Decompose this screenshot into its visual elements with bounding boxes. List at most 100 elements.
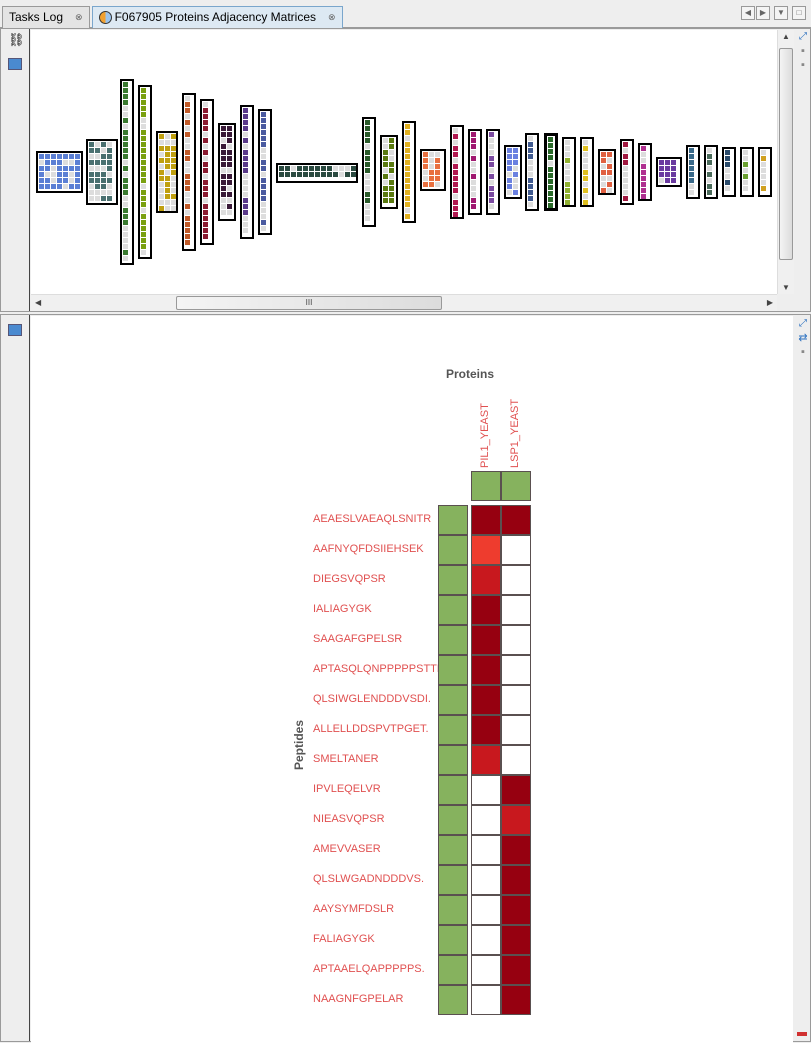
peptide-label[interactable]: ALLELLDDSPVTPGET. [313, 723, 429, 735]
horizontal-scroll-thumb[interactable]: III [176, 296, 442, 310]
matrix-cell[interactable] [501, 775, 531, 805]
matrix-thumbnail[interactable] [138, 85, 152, 259]
peptide-label[interactable]: DIEGSVQPSR [313, 573, 386, 585]
matrix-cell[interactable] [501, 565, 531, 595]
peptide-label[interactable]: AAFNYQFDSIIEHSEK [313, 543, 424, 555]
export-image-icon[interactable] [8, 324, 22, 336]
matrix-cell[interactable] [471, 595, 501, 625]
peptide-label[interactable]: IPVLEQELVR [313, 783, 381, 795]
peptide-label[interactable]: QLSLWGADNDDDVS. [313, 873, 425, 885]
matrix-cell[interactable] [501, 925, 531, 955]
matrix-cell[interactable] [501, 895, 531, 925]
matrix-cell[interactable] [501, 535, 531, 565]
matrix-thumbnail[interactable] [120, 79, 134, 265]
peptide-label[interactable]: APTASQLQNPPPPPSTTK [313, 663, 445, 675]
matrix-thumbnail[interactable] [656, 157, 682, 187]
peptide-header-cell[interactable] [438, 835, 468, 865]
peptide-label[interactable]: NIEASVQPSR [313, 813, 385, 825]
sync-icon[interactable]: ⇄ [798, 332, 808, 344]
overview-horizontal-scrollbar[interactable]: ◀ III ▶ [31, 294, 777, 311]
protein-header-cell[interactable] [501, 471, 531, 501]
matrix-thumbnail[interactable] [380, 135, 398, 209]
vertical-scroll-thumb[interactable] [779, 48, 793, 260]
peptide-label[interactable]: AEAESLVAEAQLSNITR [313, 513, 432, 525]
peptide-header-cell[interactable] [438, 805, 468, 835]
matrix-thumbnail[interactable] [450, 125, 464, 219]
matrix-thumbnail[interactable] [562, 137, 576, 207]
tab-list-dropdown-button[interactable]: ▼ [774, 6, 788, 20]
matrix-thumbnail[interactable] [36, 151, 83, 193]
matrix-cell[interactable] [501, 505, 531, 535]
protein-header-cell[interactable] [471, 471, 501, 501]
matrix-cell[interactable] [501, 655, 531, 685]
maximize-button[interactable]: □ [792, 6, 806, 20]
peptide-header-cell[interactable] [438, 865, 468, 895]
matrix-thumbnail[interactable] [182, 93, 196, 251]
peptide-header-cell[interactable] [438, 775, 468, 805]
matrix-cell[interactable] [471, 835, 501, 865]
matrix-cell[interactable] [471, 535, 501, 565]
matrix-cell[interactable] [501, 835, 531, 865]
matrix-cell[interactable] [501, 985, 531, 1015]
peptide-header-cell[interactable] [438, 925, 468, 955]
tab-tasks-log[interactable]: Tasks Log ⊗ [2, 6, 90, 28]
peptide-header-cell[interactable] [438, 625, 468, 655]
matrix-cell[interactable] [471, 865, 501, 895]
matrix-thumbnail[interactable] [486, 129, 500, 215]
matrix-thumbnail[interactable] [704, 145, 718, 199]
matrix-thumbnail[interactable] [722, 147, 736, 197]
peptide-label[interactable]: NAAGNFGPELAR [313, 993, 404, 1005]
scroll-tabs-left-button[interactable]: ◀ [741, 6, 755, 20]
matrix-thumbnail[interactable] [240, 105, 254, 239]
matrix-cell[interactable] [501, 715, 531, 745]
matrix-cell[interactable] [471, 655, 501, 685]
peptide-label[interactable]: AMEVVASER [313, 843, 381, 855]
binoculars-icon[interactable]: ⛓ [8, 32, 25, 47]
overview-vertical-scrollbar[interactable]: ▲ ▼ [777, 30, 794, 294]
matrix-thumbnail[interactable] [580, 137, 594, 207]
close-icon[interactable]: ⊗ [328, 12, 336, 22]
matrix-cell[interactable] [471, 925, 501, 955]
matrix-cell[interactable] [471, 505, 501, 535]
peptide-label[interactable]: IALIAGYGK [313, 603, 372, 615]
peptide-header-cell[interactable] [438, 985, 468, 1015]
close-icon[interactable]: ⊗ [75, 12, 83, 22]
overview-canvas[interactable] [31, 30, 777, 294]
matrix-thumbnail[interactable] [420, 149, 446, 191]
peptide-header-cell[interactable] [438, 595, 468, 625]
scroll-left-arrow[interactable]: ◀ [35, 298, 42, 307]
comment-icon[interactable]: ▪ [801, 45, 805, 57]
matrix-cell[interactable] [471, 805, 501, 835]
scroll-down-arrow[interactable]: ▼ [782, 283, 790, 292]
peptide-label[interactable]: AAYSYMFDSLR [313, 903, 395, 915]
matrix-cell[interactable] [501, 865, 531, 895]
peptide-label[interactable]: SMELTANER [313, 753, 379, 765]
scroll-tabs-right-button[interactable]: ▶ [756, 6, 770, 20]
matrix-thumbnail[interactable] [218, 123, 236, 221]
matrix-cell[interactable] [471, 985, 501, 1015]
peptide-header-cell[interactable] [438, 565, 468, 595]
matrix-cell[interactable] [471, 565, 501, 595]
matrix-cell[interactable] [471, 685, 501, 715]
matrix-cell[interactable] [501, 595, 531, 625]
peptide-header-cell[interactable] [438, 685, 468, 715]
comment-icon[interactable]: ▪ [801, 59, 805, 71]
peptide-header-cell[interactable] [438, 715, 468, 745]
matrix-thumbnail[interactable] [638, 143, 652, 201]
matrix-thumbnail[interactable] [362, 117, 376, 227]
matrix-thumbnail[interactable] [544, 133, 558, 211]
export-image-icon[interactable] [8, 58, 22, 70]
peptide-label[interactable]: FALIAGYGK [313, 933, 375, 945]
matrix-thumbnail[interactable] [686, 145, 700, 199]
matrix-thumbnail[interactable] [620, 139, 634, 205]
matrix-cell[interactable] [471, 955, 501, 985]
matrix-thumbnail[interactable] [740, 147, 754, 197]
tab-adjacency-matrices[interactable]: F067905 Proteins Adjacency Matrices ⊗ [91, 6, 343, 28]
peptide-header-cell[interactable] [438, 745, 468, 775]
expand-icon[interactable]: ⤢ [799, 31, 807, 42]
matrix-cell[interactable] [471, 715, 501, 745]
matrix-thumbnail[interactable] [258, 109, 272, 235]
scroll-right-arrow[interactable]: ▶ [766, 298, 773, 307]
matrix-thumbnail[interactable] [156, 131, 178, 213]
expand-icon[interactable]: ⤢ [799, 318, 807, 329]
